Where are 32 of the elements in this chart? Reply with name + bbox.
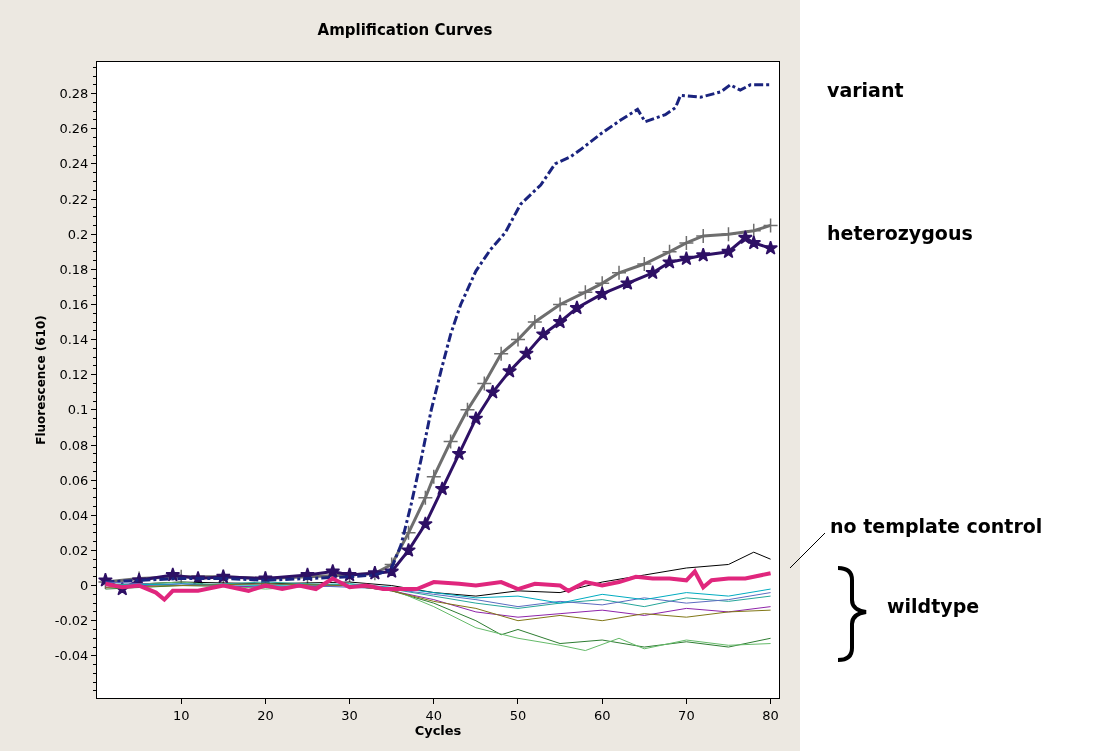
x-tick-label: 50 [509,707,527,723]
y-tick-label: 0.2 [67,226,89,242]
text: wildtype [887,595,980,617]
text: no template control [830,515,1043,537]
x-tick-label: 80 [762,707,779,723]
y-tick-label: 0 [80,578,89,594]
y-tick-label: 0.02 [59,542,89,558]
y-tick-label: 0.26 [59,121,89,137]
y-tick-label: 0.12 [59,367,89,383]
y-tick-label: 0.14 [59,332,89,348]
y-tick-label: -0.02 [54,613,89,629]
x-axis-title: Cycles [414,722,462,738]
y-tick-label: 0.06 [59,472,89,488]
x-tick-label: 70 [678,707,695,723]
y-tick-label: -0.04 [54,648,89,664]
chart-title: Amplification Curves [317,21,493,40]
y-tick-label: 0.18 [59,261,89,277]
x-tick-label: 40 [425,707,443,723]
x-tick-label: 30 [341,707,358,723]
x-tick-label: 20 [257,707,274,723]
y-tick-label: 0.24 [59,156,89,172]
x-tick-label: 60 [593,707,611,723]
text: heterozygous [827,222,973,244]
y-tick-label: 0.28 [59,86,89,102]
y-tick-label: 0.1 [67,402,89,418]
text: variant [827,79,904,101]
y-tick-label: 0.04 [59,507,89,523]
y-axis-title: Fluorescence (610) [34,315,49,445]
y-tick-label: 0.22 [59,191,89,207]
y-tick-label: 0.16 [59,297,89,312]
y-tick-label: 0.08 [59,437,89,453]
x-tick-label: 10 [172,707,190,723]
